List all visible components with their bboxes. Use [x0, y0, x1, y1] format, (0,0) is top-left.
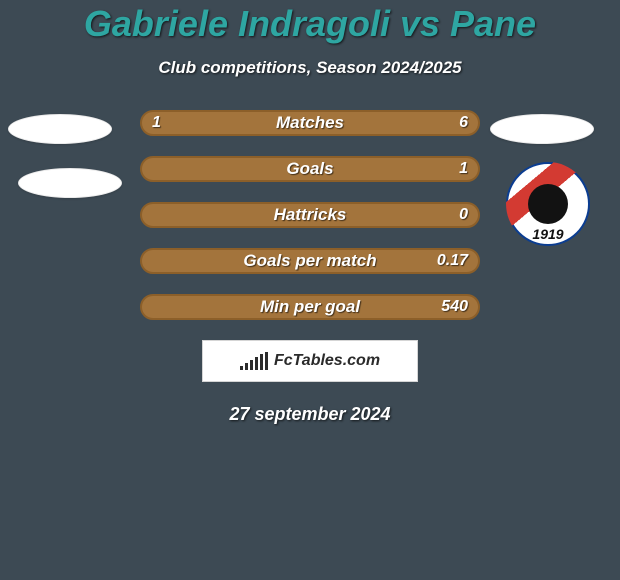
stat-label: Goals per match [243, 251, 376, 271]
generated-date: 27 september 2024 [0, 404, 620, 425]
stat-bar: Hattricks 0 [140, 202, 480, 228]
stat-label: Goals [286, 159, 333, 179]
stat-bar: 1 Matches 6 [140, 110, 480, 136]
page-title: Gabriele Indragoli vs Pane [0, 4, 620, 44]
attribution-box: FcTables.com [202, 340, 418, 382]
stat-value-right: 540 [441, 298, 468, 316]
brand-logo-bar [265, 352, 268, 370]
brand-logo-bar [250, 360, 253, 370]
brand-logo-bars-icon [240, 352, 268, 370]
page-subtitle: Club competitions, Season 2024/2025 [0, 58, 620, 78]
stat-value-right: 6 [459, 114, 468, 132]
stat-bar: Min per goal 540 [140, 294, 480, 320]
stats-panel: 1919 1Matches6Goals1Hattricks0Goals per … [0, 110, 620, 320]
stat-value-right: 0.17 [437, 252, 468, 270]
brand-logo-bar [245, 363, 248, 370]
stat-label: Matches [276, 113, 344, 133]
stat-bar: Goals per match 0.17 [140, 248, 480, 274]
stat-row: 1 Matches 6 [0, 110, 620, 136]
comparison-infographic: Gabriele Indragoli vs Pane Club competit… [0, 0, 620, 580]
brand-logo-bar [240, 366, 243, 370]
stat-row: Goals 1 [0, 156, 620, 182]
stat-label: Hattricks [274, 205, 347, 225]
brand-name: FcTables.com [274, 352, 380, 370]
stat-value-right: 1 [459, 160, 468, 178]
stat-row: Hattricks 0 [0, 202, 620, 228]
brand-logo-bar [260, 354, 263, 370]
stat-row: Goals per match 0.17 [0, 248, 620, 274]
stat-label: Min per goal [260, 297, 360, 317]
brand-logo-bar [255, 357, 258, 370]
stat-value-left: 1 [152, 114, 161, 132]
stat-bar: Goals 1 [140, 156, 480, 182]
stat-value-right: 0 [459, 206, 468, 224]
stat-row: Min per goal 540 [0, 294, 620, 320]
